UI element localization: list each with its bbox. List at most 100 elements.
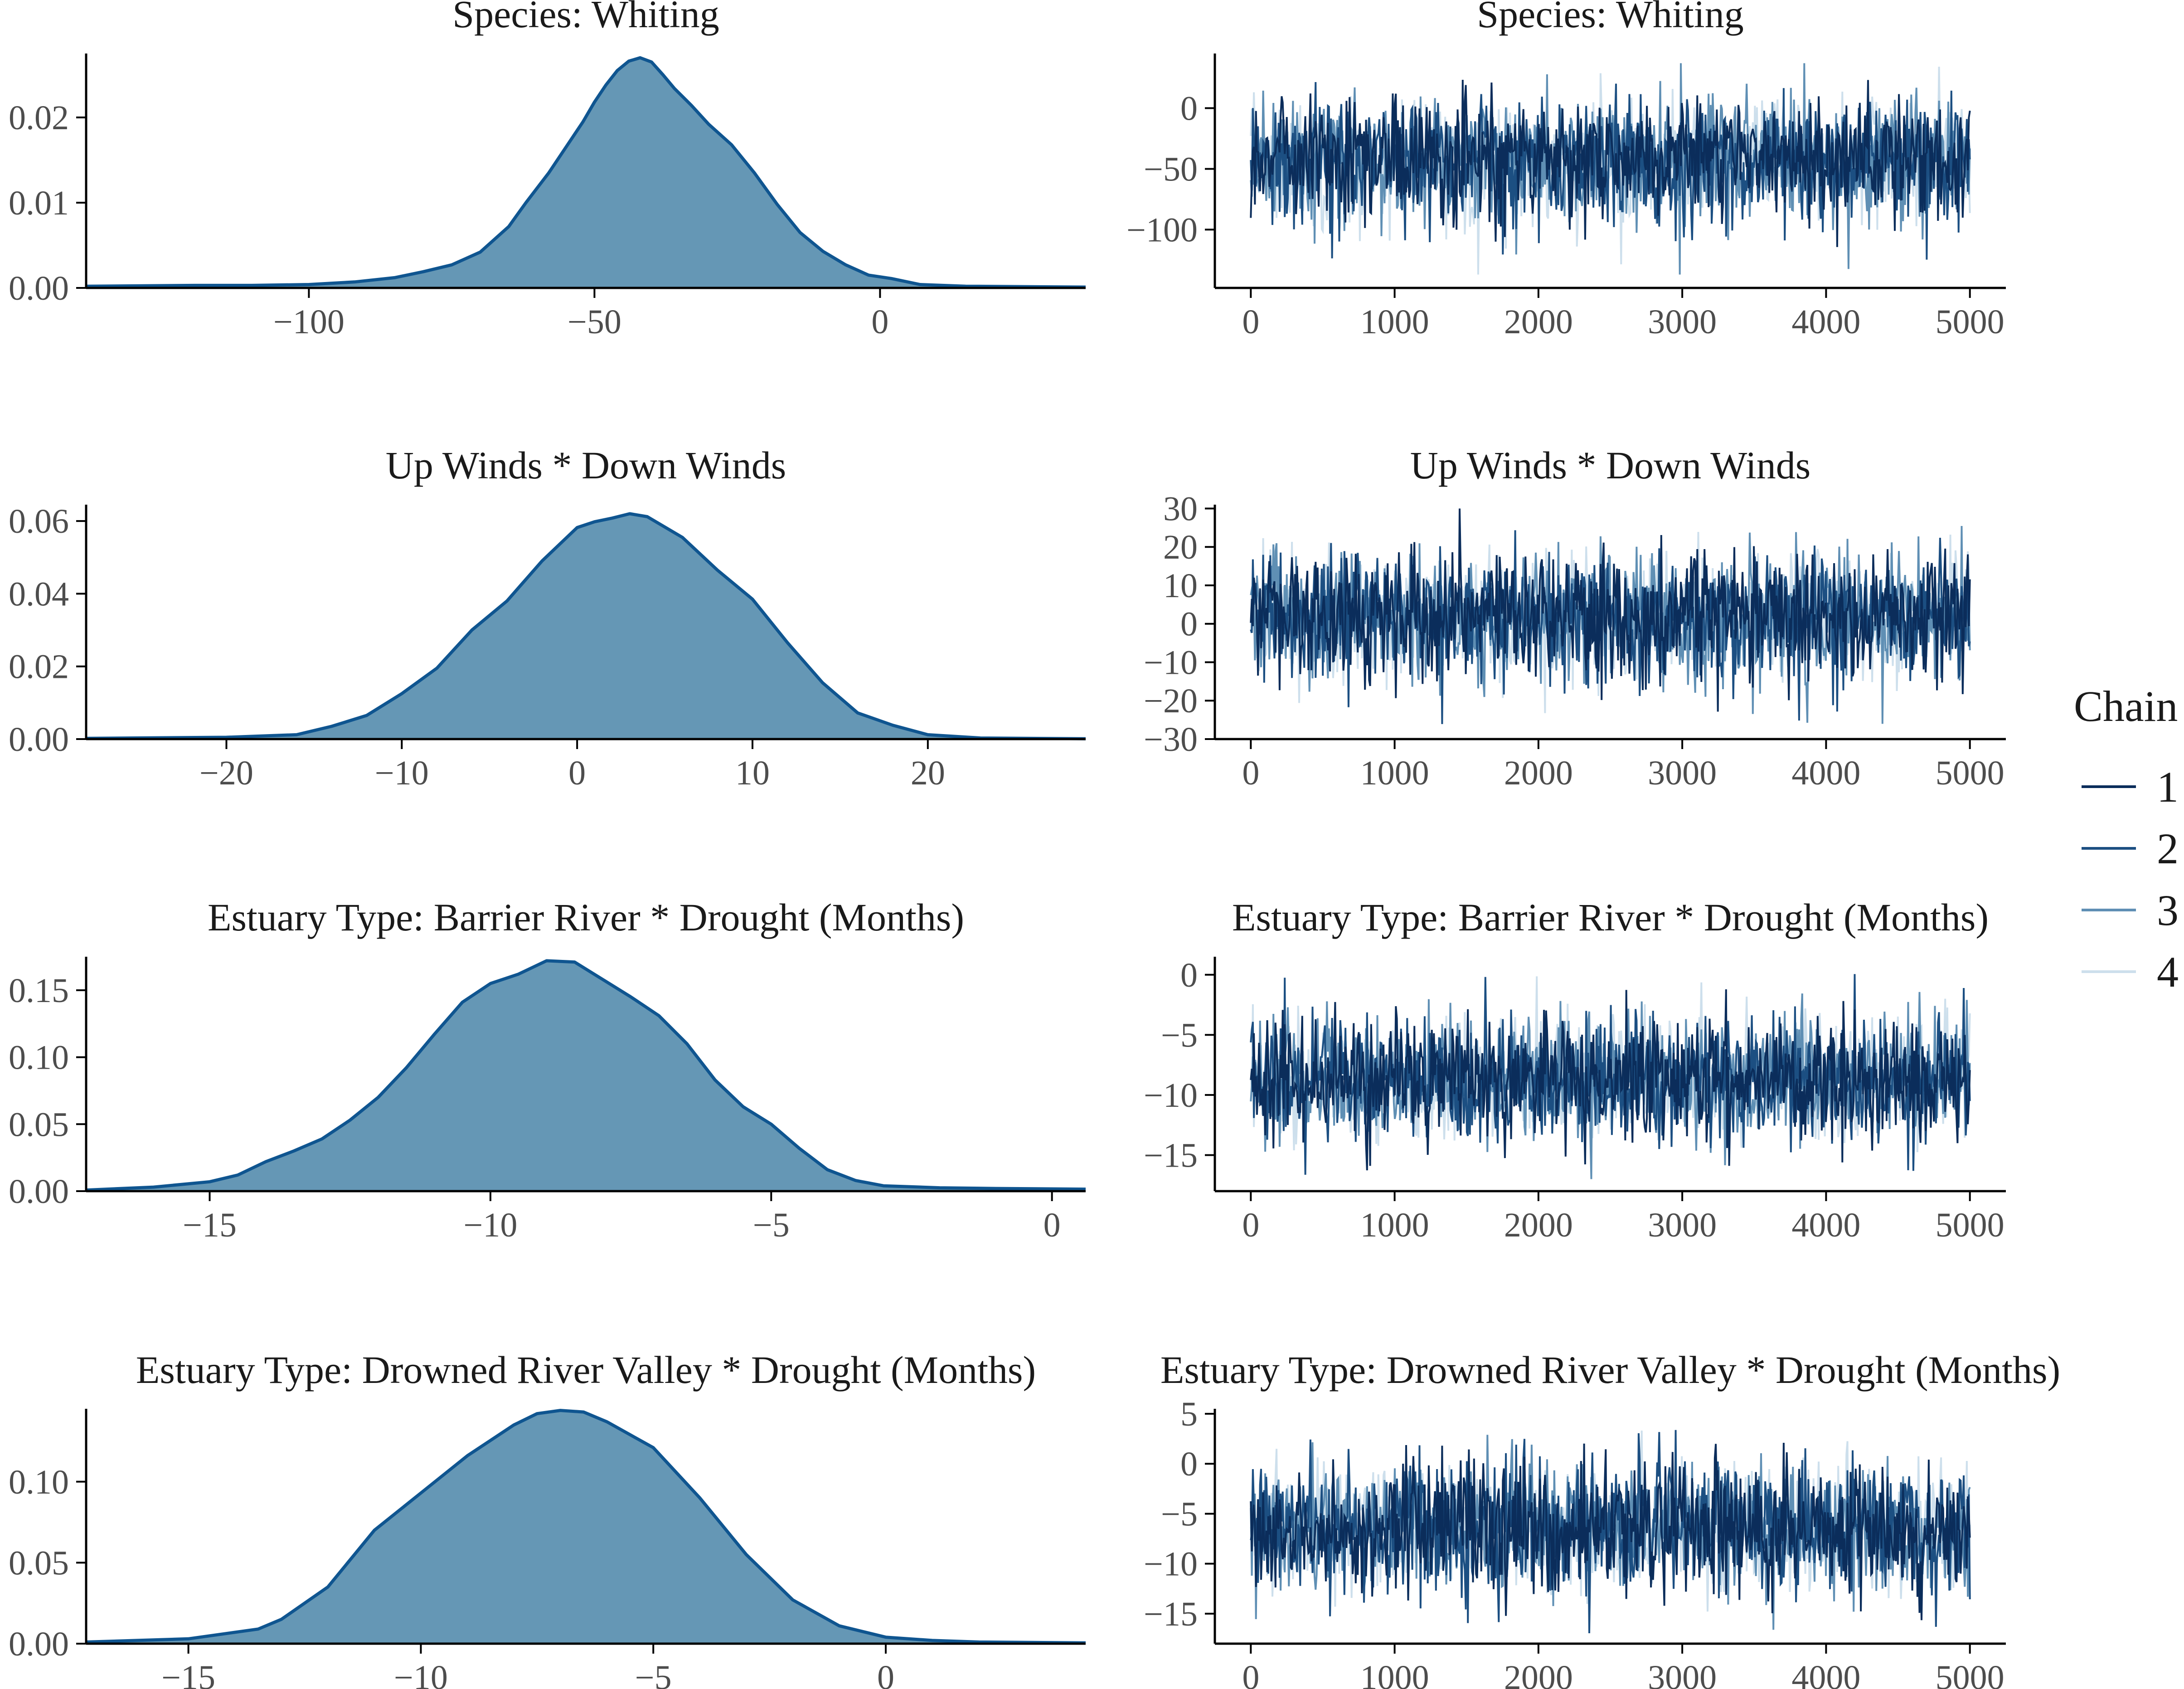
- panel-title: Species: Whiting: [1477, 0, 1743, 36]
- x-tick-label: 3000: [1648, 1659, 1717, 1689]
- x-tick-label: 3000: [1648, 303, 1717, 341]
- x-tick-label: −5: [635, 1659, 672, 1689]
- y-tick-label: 10: [1163, 567, 1198, 605]
- panel-1: Species: Whiting −100 −50 0 0.00 0.01 0.02: [9, 0, 1086, 341]
- x-tick-label: 4000: [1791, 1206, 1860, 1244]
- x-tick-label: 4000: [1791, 754, 1860, 792]
- x-tick-label: 5000: [1936, 1659, 2004, 1689]
- y-tick-label: −10: [1144, 1076, 1198, 1115]
- y-tick-label: 0.01: [9, 184, 69, 222]
- trace-chain-1: [1250, 989, 1971, 1171]
- y-tick-label: −5: [1161, 1016, 1198, 1054]
- x-tick-label: 3000: [1648, 754, 1717, 792]
- y-tick-label: 0.06: [9, 502, 69, 540]
- y-tick-label: 0: [1180, 1445, 1198, 1483]
- x-tick-label: 0: [568, 754, 586, 792]
- y-tick-label: 0.10: [9, 1463, 69, 1501]
- y-tick-label: −10: [1144, 1545, 1198, 1583]
- panel-title: Species: Whiting: [452, 0, 719, 36]
- panels: Species: Whiting−100 −50 00.000.010.02Spec…: [9, 0, 2060, 1689]
- x-tick-label: 2000: [1504, 303, 1573, 341]
- y-tick-label: 0.00: [9, 269, 69, 307]
- x-tick-label: 0: [1043, 1206, 1061, 1244]
- y-tick-label: 0.15: [9, 972, 69, 1010]
- x-tick-label: 0: [1242, 754, 1259, 792]
- panel-7: Estuary Type: Drowned River Valley * Dro…: [9, 1348, 1086, 1689]
- legend-label-1: 1: [2157, 763, 2179, 811]
- panel-title: Up Winds * Down Winds: [386, 443, 786, 487]
- x-tick-label: 1000: [1360, 1659, 1429, 1689]
- density-area: [86, 514, 1086, 739]
- density-line: [86, 1409, 1086, 1645]
- y-tick-label: 5: [1180, 1395, 1198, 1433]
- y-tick-label: −15: [1144, 1595, 1198, 1633]
- y-tick-label: −10: [1144, 643, 1198, 681]
- x-tick-label: 5000: [1936, 1206, 2004, 1244]
- y-tick-label: 0.00: [9, 1625, 69, 1663]
- x-tick-label: 2000: [1504, 754, 1573, 792]
- trace-chain-1: [1250, 79, 1971, 247]
- y-tick-label: −30: [1144, 720, 1198, 759]
- legend: Chain 1 2 3 4: [2074, 682, 2179, 996]
- x-tick-label: 5000: [1936, 303, 2004, 341]
- density-line: [86, 512, 1086, 740]
- x-tick-label: −10: [375, 754, 429, 792]
- y-tick-label: −100: [1126, 211, 1198, 249]
- panel-2: Species: Whiting 0 1000 2000 3000 4000 5000 −10…: [1126, 0, 2006, 341]
- x-tick-label: 0: [877, 1659, 894, 1689]
- x-tick-label: −50: [568, 303, 621, 341]
- y-tick-label: 0: [1180, 90, 1198, 128]
- legend-label-2: 2: [2157, 824, 2179, 873]
- x-tick-label: 1000: [1360, 1206, 1429, 1244]
- panel-8: Estuary Type: Drowned River Valley * Dro…: [1144, 1348, 2060, 1689]
- density-area: [86, 1410, 1086, 1644]
- y-tick-label: 0.04: [9, 575, 69, 613]
- x-tick-label: 4000: [1791, 303, 1860, 341]
- x-tick-label: 0: [871, 303, 888, 341]
- trace-chain-1: [1250, 508, 1971, 712]
- panel-6: Estuary Type: Barrier River * Drought (M…: [1144, 896, 2006, 1244]
- density-line: [86, 959, 1086, 1192]
- x-tick-label: 2000: [1504, 1659, 1573, 1689]
- y-tick-label: 0.02: [9, 648, 69, 686]
- y-tick-label: 30: [1163, 490, 1198, 528]
- x-tick-label: 4000: [1791, 1659, 1860, 1689]
- y-tick-label: 0: [1180, 956, 1198, 994]
- y-tick-label: 0.02: [9, 99, 69, 137]
- x-tick-label: 1000: [1360, 303, 1429, 341]
- x-tick-label: −15: [161, 1659, 215, 1689]
- y-tick-label: 0.05: [9, 1544, 69, 1582]
- legend-label-4: 4: [2157, 948, 2179, 996]
- y-tick-label: 0: [1180, 605, 1198, 643]
- x-tick-label: −10: [394, 1659, 448, 1689]
- panel-title: Up Winds * Down Winds: [1410, 443, 1810, 487]
- x-tick-label: −20: [199, 754, 253, 792]
- x-tick-label: 3000: [1648, 1206, 1717, 1244]
- panel-3: Up Winds * Down Winds −20 −10 0 10 20 0.00 0.02…: [9, 443, 1086, 792]
- x-tick-label: 5000: [1936, 754, 2004, 792]
- y-tick-label: −50: [1144, 150, 1198, 188]
- density-area: [86, 58, 1086, 288]
- x-tick-label: 1000: [1360, 754, 1429, 792]
- legend-title: Chain: [2074, 682, 2178, 730]
- panel-title: Estuary Type: Barrier River * Drought (M…: [208, 896, 964, 939]
- panel-5: Estuary Type: Barrier River * Drought (M…: [9, 896, 1086, 1244]
- x-tick-label: −10: [463, 1206, 517, 1244]
- panel-title: Estuary Type: Drowned River Valley * Dro…: [136, 1348, 1036, 1392]
- x-tick-label: −5: [753, 1206, 790, 1244]
- x-tick-label: 10: [735, 754, 770, 792]
- x-tick-label: 0: [1242, 1659, 1259, 1689]
- x-tick-label: 0: [1242, 303, 1259, 341]
- legend-label-3: 3: [2157, 886, 2179, 935]
- y-tick-label: 0.10: [9, 1039, 69, 1077]
- y-tick-label: −5: [1161, 1495, 1198, 1533]
- y-tick-label: 0.00: [9, 720, 69, 759]
- x-tick-label: 20: [911, 754, 945, 792]
- y-tick-label: 20: [1163, 528, 1198, 566]
- x-tick-label: −15: [183, 1206, 237, 1244]
- x-tick-label: 0: [1242, 1206, 1259, 1244]
- density-line: [86, 56, 1086, 289]
- y-tick-label: −20: [1144, 682, 1198, 720]
- trace-chain-1: [1250, 1442, 1971, 1621]
